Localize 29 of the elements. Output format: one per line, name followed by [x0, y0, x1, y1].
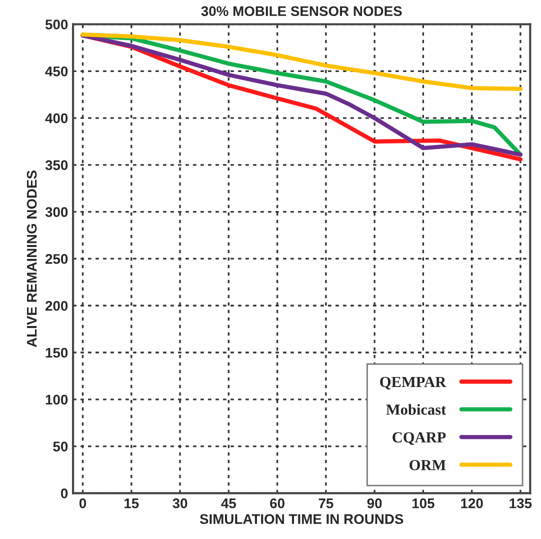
x-tick-label: 30 — [172, 498, 188, 508]
legend-label: QEMPAR — [380, 376, 446, 390]
x-tick-label: 75 — [318, 498, 334, 508]
x-tick-label: 105 — [412, 498, 434, 508]
x-tick-label: 135 — [510, 498, 532, 508]
y-tick-label: 0 — [61, 488, 68, 498]
y-tick-label: 450 — [45, 66, 68, 76]
legend-label: Mobicast — [386, 404, 446, 415]
y-tick-label: 50 — [53, 442, 68, 452]
y-tick-label: 350 — [45, 160, 68, 170]
x-tick-label: 60 — [270, 498, 284, 508]
line-series — [80, 32, 523, 92]
x-tick-label: 45 — [221, 498, 236, 508]
y-tick-label: 200 — [45, 300, 68, 311]
x-tick-label: 15 — [124, 498, 139, 508]
y-tick-label: 150 — [46, 348, 68, 358]
x-tick-label: 120 — [461, 498, 483, 508]
legend-label: ORM — [410, 460, 446, 470]
y-tick-label: 400 — [45, 113, 68, 124]
x-tick-label: 0 — [79, 498, 86, 508]
y-axis-title: ALIVE REMAINING NODES — [26, 170, 37, 348]
chart-title: 30% MOBILE SENSOR NODES — [201, 6, 402, 16]
y-tick-label: 250 — [45, 254, 68, 264]
x-axis-title: SIMULATION TIME IN ROUNDS — [200, 514, 404, 524]
x-tick-label: 90 — [367, 498, 382, 508]
y-tick-label: 500 — [45, 20, 68, 30]
legend-label: CQARP — [392, 432, 446, 445]
y-tick-label: 100 — [46, 394, 68, 405]
y-tick-label: 300 — [45, 207, 68, 218]
